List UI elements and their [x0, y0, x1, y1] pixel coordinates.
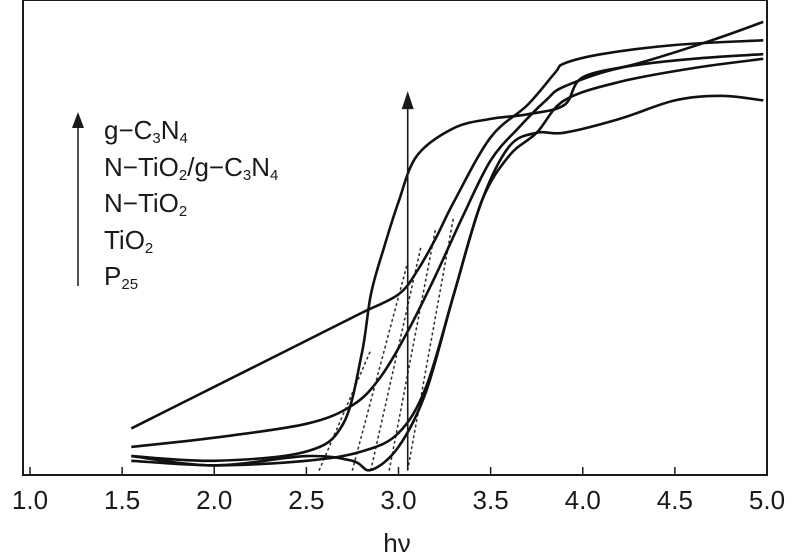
series-line-3: [131, 52, 764, 449]
x-tick-label: 3.5: [473, 485, 509, 515]
tangent-line-5: [406, 215, 455, 471]
legend-entry-p25: P25: [104, 261, 139, 293]
series-line-1: [131, 20, 764, 463]
legend-arrow: [72, 112, 84, 286]
series-line-5: [131, 94, 764, 472]
legend-entry-ntio2: N−TiO2: [104, 188, 188, 220]
x-axis-label: hν: [383, 528, 410, 556]
tangent-line-3: [370, 247, 422, 471]
series-line-2: [130, 39, 764, 430]
legend-entry-ntio2-gc3n4: N−TiO2/g−C3N4: [104, 151, 279, 184]
x-tick-label: 1.5: [104, 485, 140, 515]
x-tick-label: 5.0: [749, 485, 785, 515]
plot-frame: [22, 0, 768, 476]
x-tick-label: 2.0: [196, 485, 232, 515]
legend-entry-gc3n4: g−C3N4: [104, 115, 188, 147]
marker-arrow-head: [401, 91, 414, 110]
x-tick-label: 3.0: [380, 485, 416, 515]
x-tick-label: 4.5: [657, 485, 693, 515]
x-tick-label: 2.5: [288, 485, 324, 515]
legend: g−C3N4 N−TiO2/g−C3N4 N−TiO2 TiO2 P25: [104, 112, 278, 295]
x-tick-label: 4.0: [565, 485, 601, 515]
legend-entry-tio2: TiO2: [104, 224, 154, 257]
x-tick-label: 1.0: [12, 485, 48, 515]
tangent-line-4: [388, 228, 437, 471]
